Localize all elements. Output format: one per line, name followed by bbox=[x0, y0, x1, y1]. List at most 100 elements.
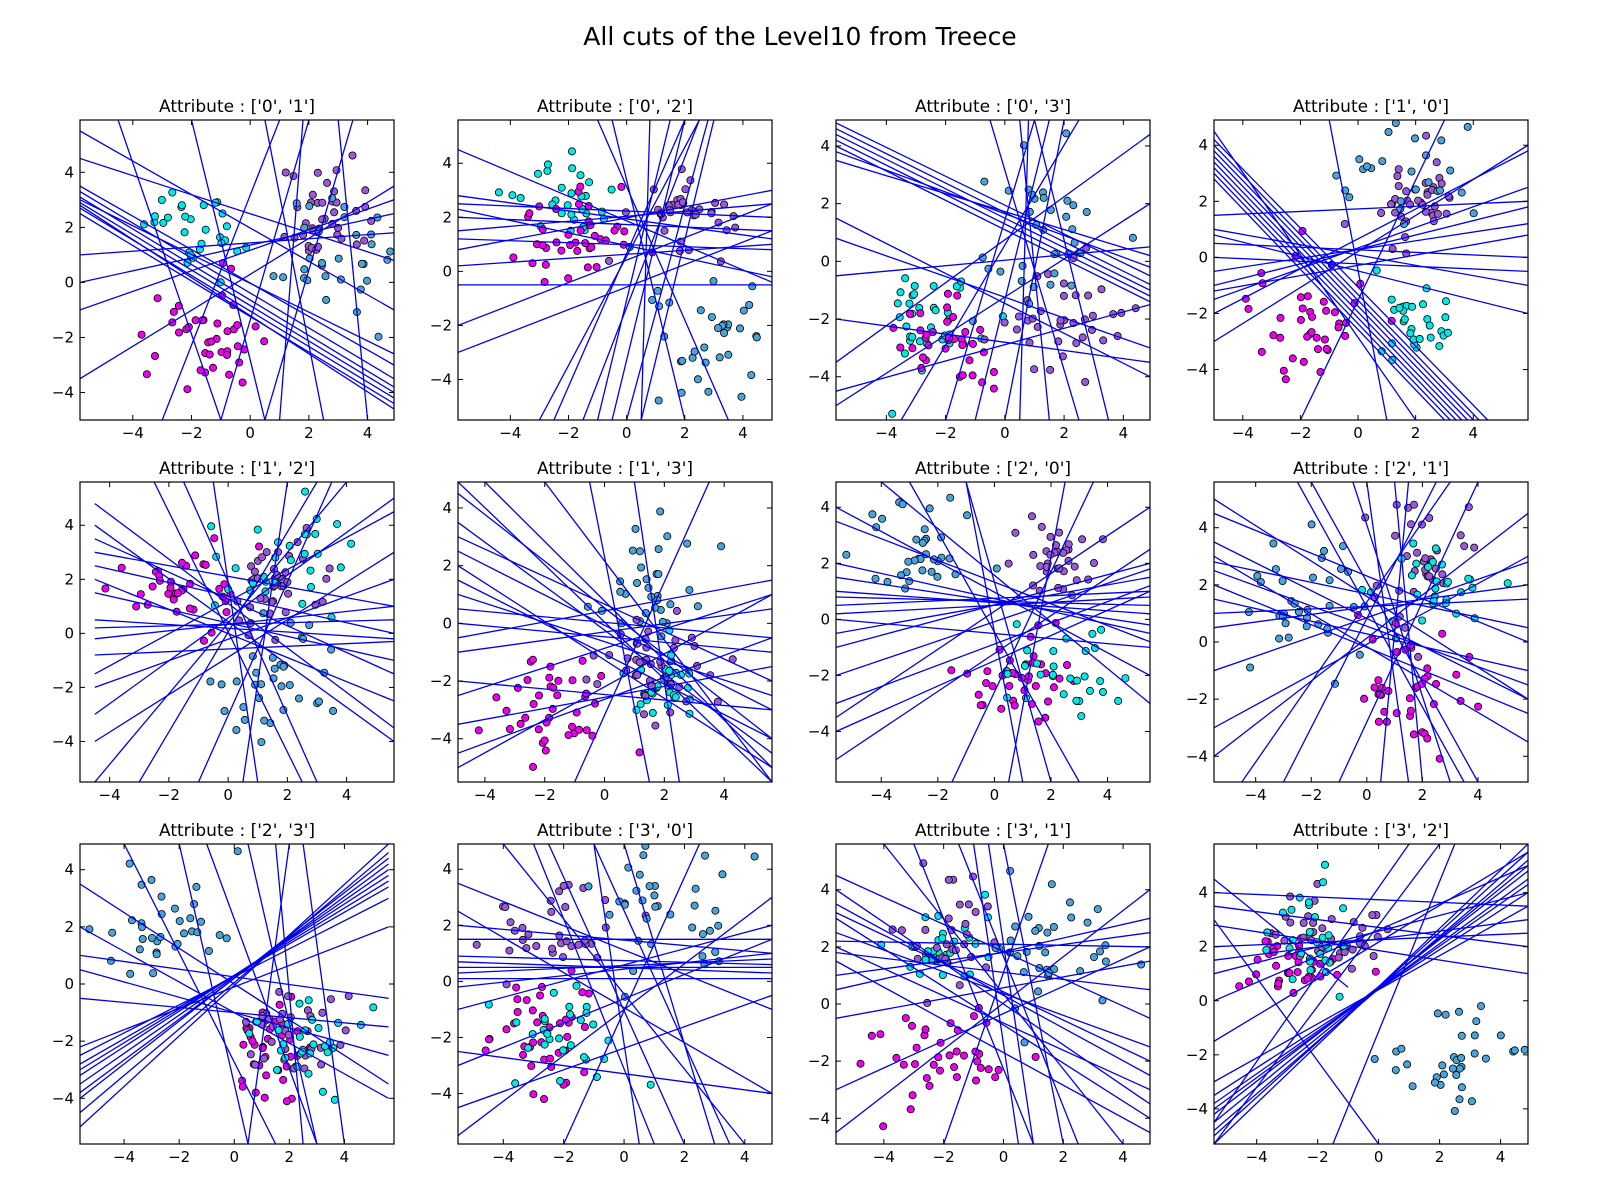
data-point bbox=[1455, 1007, 1464, 1016]
data-point bbox=[1418, 616, 1427, 625]
plot-frame bbox=[835, 481, 1151, 783]
data-point bbox=[1391, 1066, 1400, 1075]
x-tick-label: −4 bbox=[113, 1148, 135, 1166]
data-point bbox=[982, 679, 991, 688]
data-point bbox=[220, 707, 229, 716]
data-point bbox=[472, 940, 481, 949]
data-point bbox=[912, 535, 921, 544]
data-point bbox=[631, 524, 640, 533]
data-point bbox=[984, 1065, 993, 1074]
x-tick-label: 0 bbox=[1374, 1148, 1384, 1166]
data-point bbox=[1411, 134, 1420, 143]
subplot-title: Attribute : ['0', '2'] bbox=[537, 97, 693, 117]
data-point bbox=[1409, 730, 1418, 739]
data-point bbox=[1321, 860, 1330, 869]
data-point bbox=[304, 1069, 313, 1078]
data-point bbox=[1322, 306, 1331, 315]
subplot-3: Attribute : ['1', '0'] −4 −2 0 2 4 −4 −2 0 2 4 bbox=[1186, 97, 1529, 442]
data-point bbox=[899, 1060, 908, 1069]
data-point bbox=[519, 1050, 528, 1059]
data-point bbox=[1418, 520, 1427, 529]
subplot-grid: Attribute : ['0', '1']−4 −2 0 2 4−4−2024Attr… bbox=[52, 97, 1529, 1166]
data-point bbox=[748, 282, 757, 291]
data-point bbox=[374, 332, 383, 341]
data-point bbox=[1425, 572, 1434, 581]
data-point bbox=[1423, 190, 1432, 199]
cut-line bbox=[1366, 482, 1410, 782]
data-point bbox=[1276, 313, 1285, 322]
data-point bbox=[336, 563, 345, 572]
cut-line bbox=[836, 576, 1150, 626]
data-point bbox=[548, 944, 557, 953]
data-point bbox=[1046, 532, 1055, 541]
data-point bbox=[1391, 120, 1400, 128]
data-point bbox=[931, 306, 940, 315]
data-point bbox=[933, 572, 942, 581]
data-point bbox=[563, 1032, 572, 1041]
data-point bbox=[555, 931, 564, 940]
data-point bbox=[197, 239, 206, 248]
y-tick-label: 2 bbox=[64, 570, 74, 588]
data-point bbox=[1128, 233, 1137, 242]
cut-line bbox=[458, 230, 772, 354]
data-point bbox=[1496, 1031, 1505, 1040]
data-point bbox=[1455, 1095, 1464, 1104]
data-point bbox=[311, 529, 320, 538]
data-point bbox=[135, 945, 144, 954]
data-point bbox=[201, 225, 210, 234]
data-point bbox=[747, 371, 756, 380]
data-point bbox=[1046, 365, 1055, 374]
data-point bbox=[1457, 188, 1466, 197]
data-point bbox=[1421, 554, 1430, 563]
data-point bbox=[1101, 957, 1110, 966]
data-point bbox=[540, 1015, 549, 1024]
x-tick-label: −2 bbox=[933, 1148, 955, 1166]
data-point bbox=[666, 708, 675, 717]
data-point bbox=[1371, 967, 1380, 976]
data-point bbox=[528, 655, 537, 664]
data-point bbox=[983, 667, 992, 676]
cut-line bbox=[458, 952, 772, 988]
cut-line bbox=[836, 217, 1150, 378]
data-point bbox=[1368, 911, 1377, 920]
data-point bbox=[1370, 683, 1379, 692]
cut-line bbox=[220, 120, 310, 420]
x-tick-label: 2 bbox=[660, 786, 670, 804]
cut-line bbox=[880, 482, 1150, 705]
data-point bbox=[1088, 629, 1097, 638]
x-tick-label: 2 bbox=[1411, 424, 1421, 442]
subplot-title: Attribute : ['2', '0'] bbox=[915, 459, 1071, 479]
data-point bbox=[1269, 539, 1278, 548]
data-point bbox=[731, 223, 740, 232]
data-point bbox=[1029, 652, 1038, 661]
data-point bbox=[1413, 548, 1422, 557]
data-point bbox=[252, 668, 261, 677]
x-tick-label: 4 bbox=[1119, 424, 1129, 442]
data-point bbox=[1078, 535, 1087, 544]
data-point bbox=[651, 721, 660, 730]
x-tick-label: −2 bbox=[534, 786, 556, 804]
data-point bbox=[484, 1035, 493, 1044]
data-point bbox=[944, 875, 953, 884]
data-point bbox=[1284, 633, 1293, 642]
data-point bbox=[921, 925, 930, 934]
data-point bbox=[610, 226, 619, 235]
data-point bbox=[257, 738, 266, 747]
data-point bbox=[671, 693, 680, 702]
data-point bbox=[563, 201, 572, 210]
data-point bbox=[856, 1059, 865, 1068]
cut-line bbox=[458, 565, 772, 769]
data-point bbox=[1443, 577, 1452, 586]
data-point bbox=[1279, 366, 1288, 375]
cut-line bbox=[1332, 844, 1456, 1144]
data-point bbox=[1080, 672, 1089, 681]
data-point bbox=[1083, 918, 1092, 927]
cut-line bbox=[957, 844, 1079, 1144]
cut-line bbox=[94, 511, 394, 675]
y-tick-label: −2 bbox=[430, 1028, 452, 1046]
cut-line bbox=[458, 482, 772, 782]
plot-area bbox=[80, 120, 394, 420]
data-point bbox=[736, 324, 745, 333]
cut-line bbox=[611, 120, 686, 420]
data-point bbox=[1031, 1053, 1040, 1062]
